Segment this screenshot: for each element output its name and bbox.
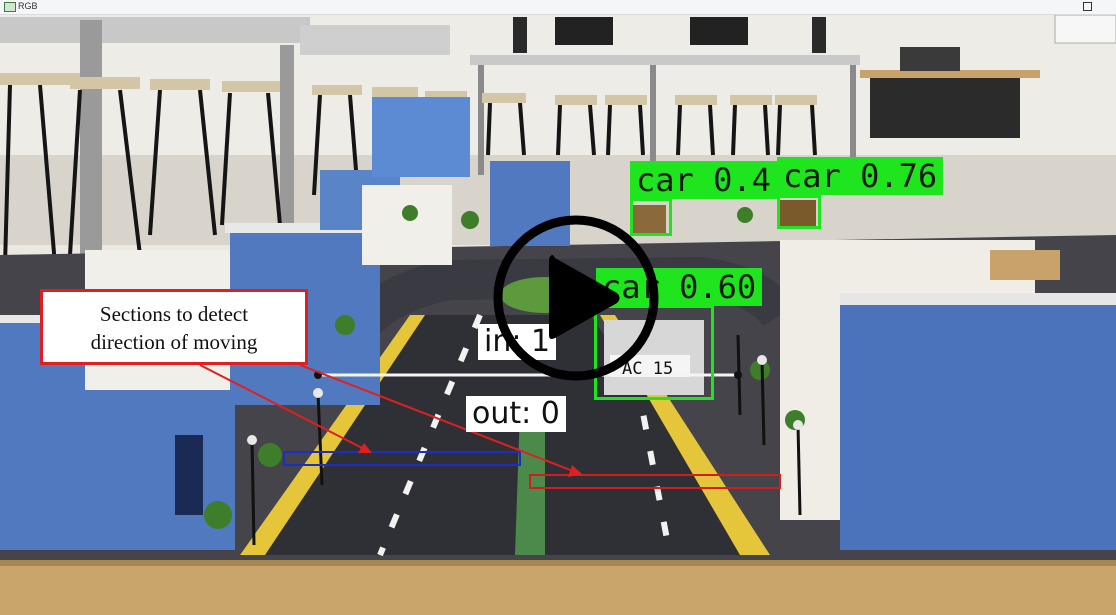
window-title: RGB — [18, 1, 38, 11]
play-ring — [493, 215, 659, 381]
annotation-line: direction of moving — [90, 330, 258, 354]
play-button[interactable] — [491, 213, 661, 383]
annotation-callout: Sections to detect direction of moving — [40, 289, 308, 365]
detection-label: car 0.4 — [630, 161, 777, 199]
detection-box — [777, 195, 821, 229]
play-icon — [549, 255, 620, 339]
window-titlebar: RGB — [0, 0, 1116, 15]
left-detection-section — [283, 451, 521, 466]
detection-label: car 0.76 — [777, 157, 944, 195]
video-frame: car 0.4 car 0.76 car 0.60 AC 15 in: 1 ou… — [0, 15, 1116, 615]
annotation-line: Sections to detect — [99, 302, 249, 326]
right-detection-section — [529, 474, 781, 489]
app-icon — [4, 2, 16, 12]
maximize-icon[interactable] — [1083, 2, 1092, 11]
out-counter: out: 0 — [466, 396, 566, 432]
license-plate: AC 15 — [622, 359, 674, 379]
detection-label: car 0.60 — [596, 268, 763, 306]
detection-box — [630, 198, 672, 236]
